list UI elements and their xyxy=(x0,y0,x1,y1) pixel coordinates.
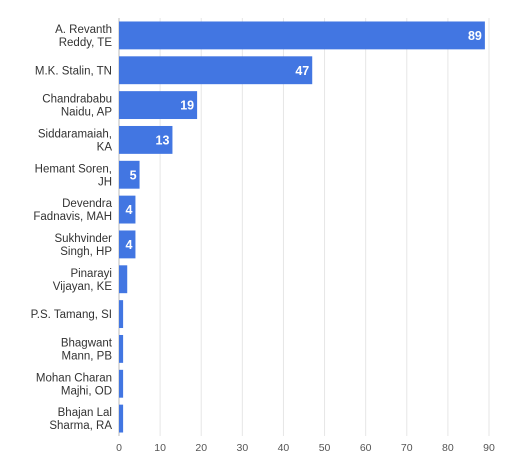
data-label: 4 xyxy=(125,203,132,217)
category-label: Chandrababu Naidu, AP xyxy=(42,94,112,119)
bar xyxy=(119,404,124,433)
x-tick-label: 50 xyxy=(319,442,331,454)
category-label-line: Bhajan Lal xyxy=(58,407,112,419)
x-tick-label: 20 xyxy=(195,442,207,454)
category-label: Bhajan Lal Sharma, RA xyxy=(49,407,112,432)
bars xyxy=(119,21,485,433)
category-label-line: Bhagwant xyxy=(61,337,113,349)
category-label: A. Revanth Reddy, TE xyxy=(55,24,112,49)
bar xyxy=(119,91,198,120)
bar xyxy=(119,300,124,329)
category-label-line: Naidu, AP xyxy=(61,107,112,119)
bar xyxy=(119,265,128,294)
data-label: 19 xyxy=(180,99,194,113)
value-labels: 89 47 19 13 5 4 4 xyxy=(125,29,481,252)
category-label-line: M.K. Stalin, TN xyxy=(35,65,112,77)
bar xyxy=(119,230,136,259)
x-tick-label: 90 xyxy=(483,442,495,454)
category-label: Devendra Fadnavis, MAH xyxy=(33,198,112,223)
category-label-line: Mann, PB xyxy=(62,350,113,362)
bar xyxy=(119,21,485,50)
category-labels: A. Revanth Reddy, TE M.K. Stalin, TN Chandr… xyxy=(31,24,113,432)
x-tick-label: 60 xyxy=(360,442,372,454)
category-label-line: Siddaramaiah, xyxy=(38,128,112,140)
category-label-line: Vijayan, KE xyxy=(53,281,113,293)
x-tick-label: 70 xyxy=(401,442,413,454)
category-label-line: Devendra xyxy=(62,198,112,210)
category-label-line: A. Revanth xyxy=(55,24,112,36)
category-label-line: JH xyxy=(98,176,112,188)
category-label: P.S. Tamang, SI xyxy=(31,309,112,321)
x-axis-ticks: 0 10 20 30 40 50 60 70 80 90 xyxy=(116,442,495,454)
data-label: 4 xyxy=(125,238,132,252)
category-label: Siddaramaiah, KA xyxy=(38,128,112,153)
x-tick-label: 0 xyxy=(116,442,122,454)
x-tick-label: 40 xyxy=(278,442,290,454)
data-label: 13 xyxy=(156,133,170,147)
category-label-line: Chandrababu xyxy=(42,94,112,106)
category-label-line: Sukhvinder xyxy=(54,233,112,245)
category-label-line: KA xyxy=(97,141,113,153)
category-label-line: Reddy, TE xyxy=(59,37,113,49)
bar xyxy=(119,125,173,154)
category-label-line: Majhi, OD xyxy=(61,385,112,397)
category-label: Sukhvinder Singh, HP xyxy=(54,233,112,258)
data-label: 47 xyxy=(295,64,309,78)
bar xyxy=(119,160,140,189)
data-label: 5 xyxy=(130,168,137,182)
category-label: Hemant Soren, JH xyxy=(35,163,112,188)
data-label: 89 xyxy=(468,29,482,43)
grid-lines xyxy=(118,18,490,436)
bar xyxy=(119,369,124,398)
category-label: Mohan Charan Majhi, OD xyxy=(36,372,112,397)
bar xyxy=(119,334,124,363)
category-label-line: Singh, HP xyxy=(60,246,112,258)
x-tick-label: 30 xyxy=(236,442,248,454)
category-label-line: Sharma, RA xyxy=(49,420,112,432)
category-label-line: Pinarayi xyxy=(70,268,112,280)
category-label-line: P.S. Tamang, SI xyxy=(31,309,112,321)
category-label-line: Mohan Charan xyxy=(36,372,112,384)
category-label-line: Fadnavis, MAH xyxy=(33,211,112,223)
bar xyxy=(119,195,136,224)
x-tick-label: 10 xyxy=(154,442,166,454)
category-label: M.K. Stalin, TN xyxy=(35,65,112,77)
category-label: Pinarayi Vijayan, KE xyxy=(53,268,113,293)
x-tick-label: 80 xyxy=(442,442,454,454)
category-label-line: Hemant Soren, xyxy=(35,163,112,175)
category-label: Bhagwant Mann, PB xyxy=(61,337,113,362)
bar xyxy=(119,56,313,85)
